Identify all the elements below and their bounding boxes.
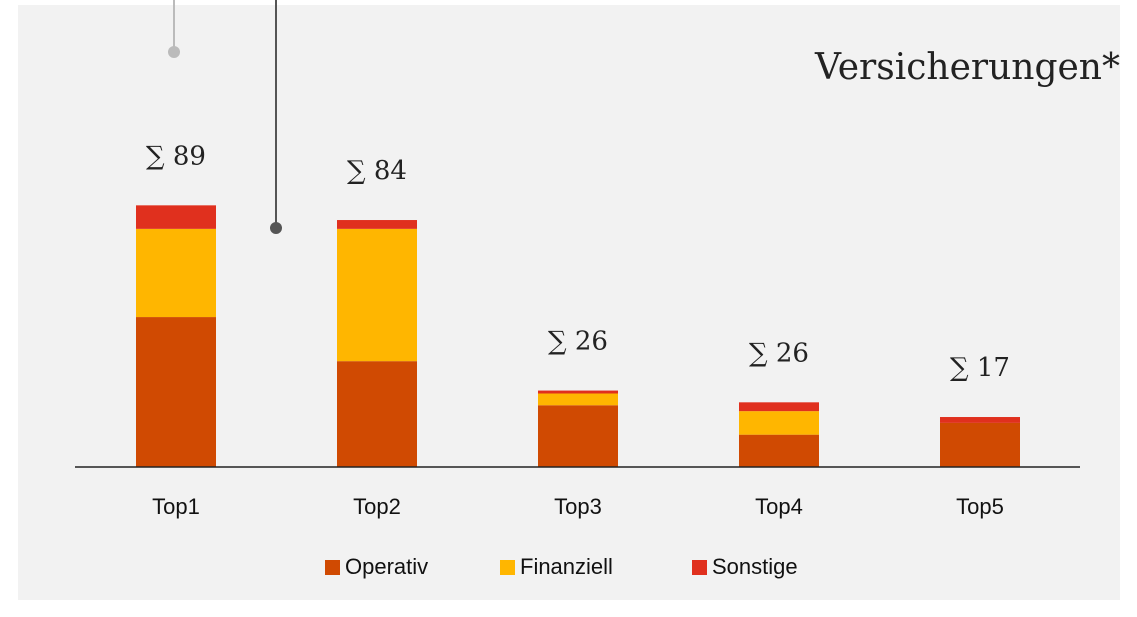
legend-swatch [500,560,515,575]
x-tick-label: Top3 [554,494,602,519]
bar-segment [538,390,618,394]
legend-label: Sonstige [712,554,798,579]
bar-segment [940,422,1020,467]
bar-segment [136,205,216,229]
total-label: ∑ 89 [146,141,206,171]
bar-segment [538,405,618,467]
chart-title: Versicherungen* [814,47,1120,88]
legend-label: Operativ [345,554,428,579]
bar-segment [136,317,216,467]
bar-segment [337,220,417,229]
bar-segment [739,402,819,412]
bar-segment [337,361,417,467]
decor-dot [270,222,282,234]
bar-segment [136,228,216,318]
legend-swatch [692,560,707,575]
total-label: ∑ 17 [950,353,1010,383]
x-tick-label: Top1 [152,494,200,519]
x-tick-label: Top2 [353,494,401,519]
total-label: ∑ 26 [749,338,809,368]
bar-segment [538,393,618,406]
x-tick-label: Top5 [956,494,1004,519]
legend-swatch [325,560,340,575]
bar-segment [739,411,819,435]
x-tick-label: Top4 [755,494,803,519]
bar-segment [337,228,417,362]
total-label: ∑ 26 [548,327,608,357]
decor-dot [168,46,180,58]
total-label: ∑ 84 [347,156,407,186]
bar-segment [940,417,1020,423]
legend-label: Finanziell [520,554,613,579]
bar-segment [739,434,819,467]
